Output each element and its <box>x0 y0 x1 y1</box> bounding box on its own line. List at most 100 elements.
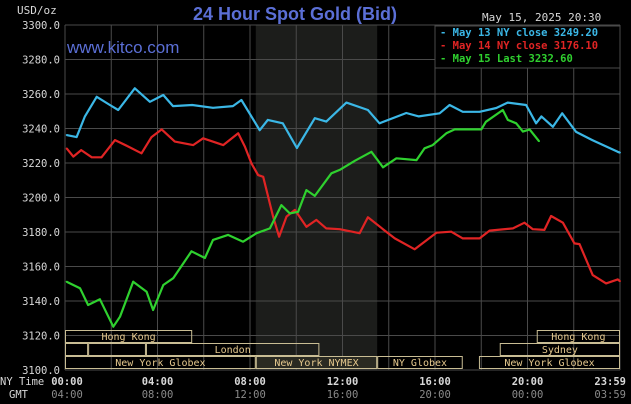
data-point <box>313 195 316 197</box>
data-point <box>561 221 564 224</box>
data-point <box>268 227 271 230</box>
data-point <box>438 112 441 115</box>
y-tick-label: 3180.0 <box>22 227 60 239</box>
data-point <box>370 150 373 153</box>
data-point <box>222 144 225 146</box>
data-point <box>561 112 564 115</box>
data-point <box>87 304 90 306</box>
data-point <box>278 235 281 238</box>
legend-item-may14: - May 14 NY close 3176.10 <box>440 40 598 52</box>
data-point <box>258 129 261 132</box>
data-point <box>393 237 396 240</box>
data-point <box>65 147 68 150</box>
data-point <box>305 225 308 228</box>
y-axis-ticks: 3300.0 3280.0 3260.0 3240.0 3220.0 3200.0 3180… <box>22 20 60 377</box>
data-point <box>453 128 456 131</box>
data-point <box>378 122 381 125</box>
data-point <box>338 169 341 171</box>
data-point <box>515 122 518 125</box>
series-1 <box>65 128 621 285</box>
data-point <box>506 118 509 121</box>
session-box <box>65 343 89 356</box>
data-point <box>150 136 153 139</box>
data-point <box>325 120 328 123</box>
data-point <box>100 156 103 159</box>
x-tick-label-ny: 08:00 <box>234 376 266 388</box>
data-point <box>280 204 283 206</box>
y-tick-label: 3260.0 <box>22 89 60 101</box>
data-point <box>552 125 554 128</box>
data-point <box>478 237 481 240</box>
data-point <box>591 274 594 277</box>
session-label: NY Globex <box>393 358 447 369</box>
data-point <box>538 140 540 143</box>
session-box <box>145 343 320 356</box>
unit-label: USD/oz <box>17 4 57 17</box>
data-point <box>501 109 504 111</box>
data-point <box>495 107 498 109</box>
data-point <box>140 152 143 155</box>
session-label: London <box>215 345 251 356</box>
data-point <box>395 157 398 160</box>
data-point <box>90 156 93 159</box>
session-box <box>88 343 146 356</box>
series-2 <box>65 108 540 328</box>
session-box <box>499 343 620 356</box>
kitco-watermark[interactable]: www.kitco.com <box>66 38 179 57</box>
data-point <box>445 132 448 135</box>
x-tick-label-gmt: 03:59 <box>594 389 626 401</box>
data-point <box>616 150 619 153</box>
series-line <box>66 108 540 328</box>
data-point <box>540 115 543 118</box>
data-point <box>478 110 481 113</box>
data-point <box>293 209 296 211</box>
data-point <box>413 248 416 251</box>
data-point <box>616 278 619 281</box>
y-tick-label: 3160.0 <box>22 262 60 274</box>
session-label: New York Globex <box>115 358 205 369</box>
data-point <box>133 87 136 90</box>
data-point <box>204 257 206 259</box>
data-point <box>431 144 434 146</box>
market-sessions: Hong Kong Hong Kong London Sydney New York G… <box>65 330 620 369</box>
data-point <box>382 228 384 231</box>
gridlines <box>64 24 621 371</box>
y-tick-label: 3220.0 <box>22 158 60 170</box>
x-axis-label-gmt: GMT <box>9 389 29 401</box>
y-tick-label: 3100.0 <box>22 365 60 377</box>
y-tick-label: 3140.0 <box>22 296 60 308</box>
x-tick-label-ny: 00:00 <box>51 376 83 388</box>
legend-box <box>434 25 621 69</box>
data-point <box>448 104 451 106</box>
data-point <box>605 282 608 285</box>
data-point <box>484 120 487 123</box>
x-tick-label-gmt: 04:00 <box>51 389 83 401</box>
data-point <box>172 277 175 280</box>
y-tick-label: 3120.0 <box>22 331 60 343</box>
y-tick-label: 3240.0 <box>22 124 60 136</box>
session-label: Hong Kong <box>102 332 156 343</box>
data-point <box>619 280 621 283</box>
data-point <box>173 140 176 143</box>
data-point <box>543 229 546 231</box>
data-point <box>512 227 514 230</box>
data-point <box>240 99 243 101</box>
data-point <box>367 216 369 219</box>
session-box <box>536 330 620 343</box>
x-tick-label-gmt: 16:00 <box>327 389 359 401</box>
data-point <box>297 210 299 213</box>
data-point <box>127 145 130 148</box>
y-tick-label: 3200.0 <box>22 193 60 205</box>
data-point <box>525 104 528 106</box>
data-point <box>148 100 151 103</box>
data-point <box>281 122 284 125</box>
data-point <box>72 155 75 158</box>
data-point <box>231 105 234 107</box>
data-point <box>117 109 120 111</box>
session-box <box>377 356 463 369</box>
x-tick-label-gmt: 20:00 <box>419 389 451 401</box>
data-point <box>345 101 348 104</box>
data-point <box>435 231 438 234</box>
data-point <box>382 166 384 169</box>
